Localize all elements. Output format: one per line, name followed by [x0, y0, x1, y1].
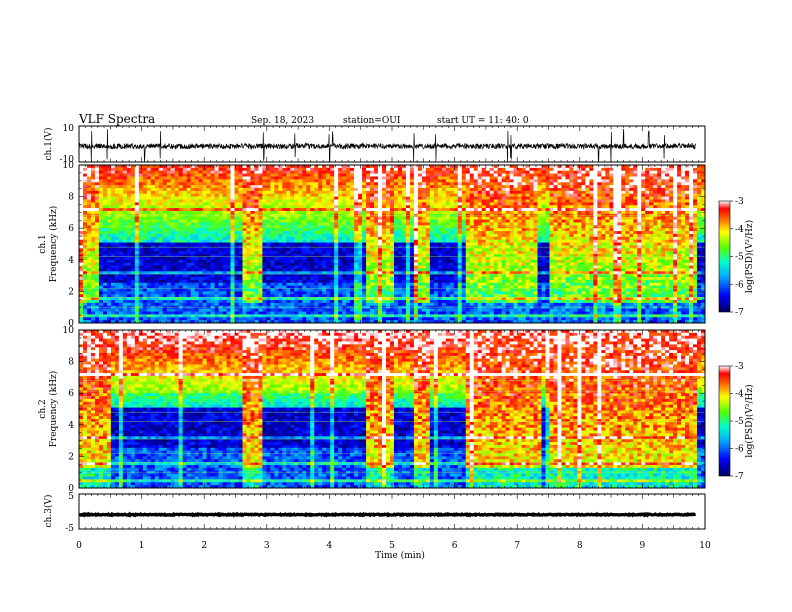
ch3-waveform-panel [79, 511, 696, 518]
date-label: Sep. 18, 2023 [251, 116, 314, 126]
x-tick-label: 0 [76, 541, 82, 551]
ch2-freq-tick-label: 6 [68, 389, 74, 399]
x-tick-label: 2 [201, 541, 207, 551]
ch2-freq-tick-label: 8 [68, 358, 74, 368]
ch1-waveform-ylabel: ch.1(V) [43, 128, 54, 161]
ch1-ytick-label: 10 [63, 124, 75, 134]
x-tick-label: 1 [139, 541, 145, 551]
ch2-colorbar-label: log(PSD)(V²/Hz) [744, 384, 755, 457]
figure-title: VLF Spectra [78, 112, 155, 126]
ch3-waveform-ylabel: ch.3(V) [43, 495, 54, 528]
ch1-channel-label: ch.1 [38, 234, 48, 253]
ch2-freq-tick-label: 10 [63, 326, 75, 336]
start-time-label: start UT = 11: 40: 0 [437, 116, 529, 126]
x-axis-label: Time (min) [375, 550, 425, 561]
ch1-colorbar-label: log(PSD)(V²/Hz) [744, 220, 755, 293]
ch3-ytick-label: -5 [65, 524, 74, 534]
ch1-freq-tick-label: 8 [68, 193, 74, 203]
ch1-ytick-label: -10 [60, 155, 75, 165]
x-tick-label: 5 [389, 541, 395, 551]
ch1-colorbar-tick-label: -3 [735, 197, 744, 207]
station-label: station=OUI [343, 116, 401, 126]
x-tick-label: 10 [699, 541, 711, 551]
x-tick-label: 3 [264, 541, 270, 551]
ch3-waveform-frame [78, 493, 706, 530]
ch1-colorbar-tick-label: -6 [735, 280, 744, 290]
x-tick-label: 6 [452, 541, 458, 551]
axis-labels: 0 1 2 3 4 5 6 7 8 9 1010-105-502468100246810ch.1(V… [38, 124, 711, 551]
ch1-colorbar-tick-label: -4 [735, 225, 744, 235]
ch1-spectrogram-panel [79, 165, 705, 323]
ch2-freq-tick-label: 4 [68, 421, 74, 431]
ch2-colorbar-tick-label: -5 [735, 417, 744, 427]
ch2-frequency-ylabel: Frequency (kHz) [48, 371, 59, 448]
axis-ticks [78, 126, 706, 529]
ch2-freq-tick-label: 2 [68, 452, 74, 462]
ch2-colorbar-tick-label: -7 [735, 472, 744, 482]
ch1-freq-tick-label: 0 [68, 319, 74, 329]
x-tick-label: 4 [327, 541, 333, 551]
ch3-ytick-label: 5 [68, 492, 74, 502]
ch1-freq-tick-label: 2 [68, 287, 74, 297]
ch2-colorbar [718, 365, 731, 477]
x-tick-label: 7 [514, 541, 520, 551]
ch1-waveform-panel [79, 128, 696, 162]
x-tick-label: 8 [577, 541, 583, 551]
ch2-channel-label: ch.2 [38, 399, 48, 418]
ch1-frequency-ylabel: Frequency (kHz) [48, 206, 59, 283]
colorbar-ticks: -3 -4 -5 -6 -7 log(PSD)(V²/Hz) -3 -4 -5 -6 -7 log(P… [730, 197, 755, 482]
ch2-colorbar-tick-label: -6 [735, 445, 744, 455]
ch2-freq-tick-label: 0 [68, 484, 74, 494]
ch1-freq-tick-label: 10 [63, 161, 75, 171]
ch2-colorbar-tick-label: -3 [735, 362, 744, 372]
ch1-colorbar-tick-label: -7 [735, 308, 744, 318]
ch1-freq-tick-label: 4 [68, 256, 74, 266]
ch1-freq-tick-label: 6 [68, 224, 74, 234]
ch2-spectrogram-panel [79, 330, 705, 488]
ch1-colorbar [718, 200, 731, 313]
x-tick-label: 9 [640, 541, 646, 551]
ch2-colorbar-tick-label: -4 [735, 390, 744, 400]
ch1-colorbar-tick-label: -5 [735, 253, 744, 263]
